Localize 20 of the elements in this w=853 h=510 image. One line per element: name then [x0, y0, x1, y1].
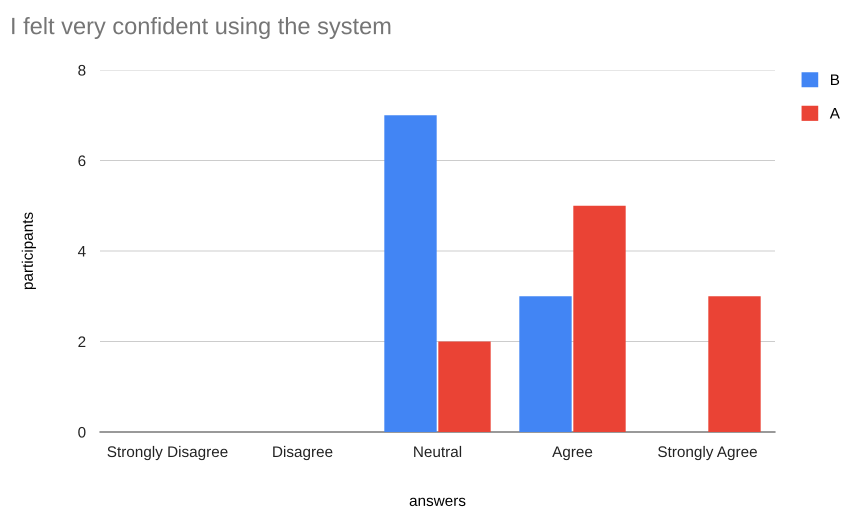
y-tick-label: 4 [78, 246, 86, 257]
bar [519, 296, 572, 432]
bar [438, 342, 491, 432]
bar [708, 296, 761, 432]
x-axis-title: answers [410, 498, 466, 506]
legend-label: A [830, 108, 840, 119]
legend-label: B [831, 74, 840, 85]
y-axis-title: participants [22, 212, 36, 290]
bar [384, 115, 437, 432]
chart-title: I felt very confident using the system [12, 16, 390, 40]
y-tick-label: 0 [78, 426, 86, 438]
x-tick-label: Neutral [414, 446, 462, 458]
x-tick-label: Strongly Disagree [107, 446, 228, 460]
x-tick-label: Agree [552, 446, 592, 460]
y-tick-label: 2 [78, 336, 86, 348]
y-tick-label: 8 [78, 64, 86, 76]
y-tick-label: 6 [78, 155, 86, 166]
bar [573, 206, 626, 432]
x-tick-label: Disagree [273, 446, 332, 460]
x-tick-label: Strongly Agree [658, 446, 757, 460]
